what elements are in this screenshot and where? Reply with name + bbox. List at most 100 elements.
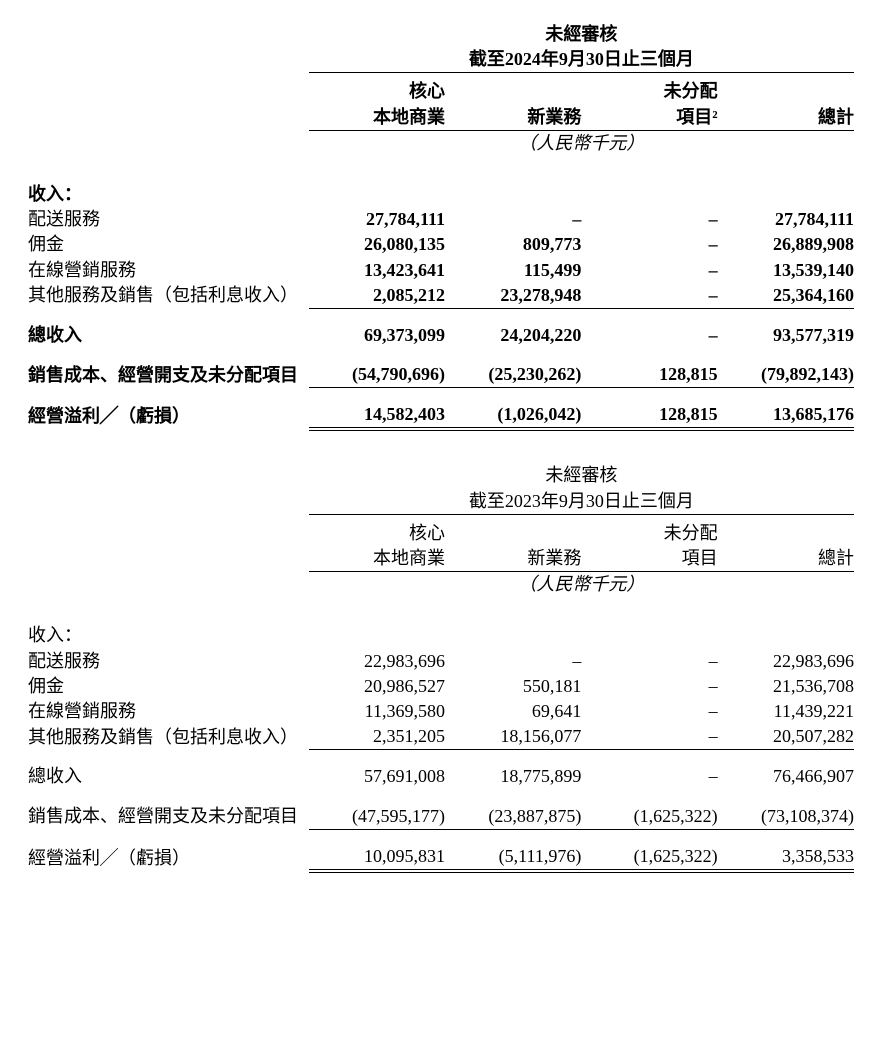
row-label: 在線營銷服務 [28,258,309,283]
cell: 115,499 [445,258,581,283]
cell: 20,986,527 [309,674,445,699]
col-header-core-2: 本地商業 [309,105,445,131]
cell: (5,111,976) [445,844,581,871]
row-label: 佣金 [28,232,309,257]
cell: 2,351,205 [309,724,445,750]
table-row: 收入： [28,182,854,207]
table-row: 在線營銷服務 11,369,580 69,641 – 11,439,221 [28,699,854,724]
cell: 22,983,696 [309,649,445,674]
table-row: 未經審核 [28,463,854,488]
cell: (1,625,322) [581,804,717,830]
cell: 22,983,696 [718,649,854,674]
table-row: 核心 未分配 [28,79,854,104]
table-row: 銷售成本、經營開支及未分配項目 (54,790,696) (25,230,262… [28,362,854,388]
cell: 550,181 [445,674,581,699]
col-header-core-1: 核心 [309,79,445,104]
row-label-cost-exp: 銷售成本、經營開支及未分配項目 [28,362,309,388]
cell: – [581,674,717,699]
col-header-newbiz: 新業務 [445,105,581,131]
col-header-core-2: 本地商業 [309,546,445,572]
cell: 11,369,580 [309,699,445,724]
row-label-op-profit: 經營溢利╱（虧損） [28,844,309,871]
caption-line2: 截至2023年9月30日止三個月 [309,489,854,515]
caption-line1: 未經審核 [309,22,854,47]
cell: – [445,207,581,232]
cell: 20,507,282 [718,724,854,750]
cell: 13,423,641 [309,258,445,283]
cell: 21,536,708 [718,674,854,699]
cell: 14,582,403 [309,402,445,429]
table-row: 核心 未分配 [28,521,854,546]
caption-line2: 截至2024年9月30日止三個月 [309,47,854,73]
cell: – [581,207,717,232]
col-header-total: 總計 [718,105,854,131]
row-label-revenue-section: 收入： [28,623,309,648]
cell: – [581,649,717,674]
table-row: 其他服務及銷售（包括利息收入） 2,351,205 18,156,077 – 2… [28,724,854,750]
row-label-total-revenue: 總收入 [28,323,309,348]
caption-line1: 未經審核 [309,463,854,488]
row-label-op-profit: 經營溢利╱（虧損） [28,402,309,429]
col-header-unalloc-2: 項目² [581,105,717,131]
cell: 26,080,135 [309,232,445,257]
cell: 128,815 [581,362,717,388]
table-row: 總收入 69,373,099 24,204,220 – 93,577,319 [28,323,854,348]
row-label: 佣金 [28,674,309,699]
cell: – [581,283,717,309]
table-row: （人民幣千元） [28,130,854,156]
table-row: 收入： [28,623,854,648]
cell: 809,773 [445,232,581,257]
cell: 11,439,221 [718,699,854,724]
cell: (47,595,177) [309,804,445,830]
col-header-newbiz: 新業務 [445,546,581,572]
cell: – [581,699,717,724]
cell: 27,784,111 [718,207,854,232]
table-row: 銷售成本、經營開支及未分配項目 (47,595,177) (23,887,875… [28,804,854,830]
cell: 69,641 [445,699,581,724]
table-row: 配送服務 22,983,696 – – 22,983,696 [28,649,854,674]
table-row: 在線營銷服務 13,423,641 115,499 – 13,539,140 [28,258,854,283]
table-row: 截至2023年9月30日止三個月 [28,489,854,515]
cell: 13,539,140 [718,258,854,283]
cell: (54,790,696) [309,362,445,388]
cell: (23,887,875) [445,804,581,830]
col-header-core-1: 核心 [309,521,445,546]
row-label: 配送服務 [28,649,309,674]
table-row: （人民幣千元） [28,572,854,598]
cell: (1,625,322) [581,844,717,871]
col-header-total: 總計 [718,546,854,572]
table-row: 配送服務 27,784,111 – – 27,784,111 [28,207,854,232]
row-label-total-revenue: 總收入 [28,764,309,789]
cell: 3,358,533 [718,844,854,871]
row-label-cost-exp: 銷售成本、經營開支及未分配項目 [28,804,309,830]
cell: (1,026,042) [445,402,581,429]
cell: 13,685,176 [718,402,854,429]
cell: (73,108,374) [718,804,854,830]
cell: – [581,258,717,283]
table-row: 佣金 26,080,135 809,773 – 26,889,908 [28,232,854,257]
cell: 2,085,212 [309,283,445,309]
unit-label: （人民幣千元） [309,572,854,598]
row-label: 在線營銷服務 [28,699,309,724]
col-header-unalloc-1: 未分配 [581,79,717,104]
cell: – [581,323,717,348]
cell: 93,577,319 [718,323,854,348]
table-row: 本地商業 新業務 項目² 總計 [28,105,854,131]
cell: 69,373,099 [309,323,445,348]
table-row: 本地商業 新業務 項目 總計 [28,546,854,572]
row-label: 其他服務及銷售（包括利息收入） [28,283,309,309]
financial-tables: 未經審核 截至2024年9月30日止三個月 核心 未分配 本地商業 新業務 項目… [28,22,854,873]
col-header-unalloc-1: 未分配 [581,521,717,546]
cell: 76,466,907 [718,764,854,789]
cell: 18,156,077 [445,724,581,750]
table-row: 佣金 20,986,527 550,181 – 21,536,708 [28,674,854,699]
unit-label: （人民幣千元） [309,130,854,156]
row-label: 其他服務及銷售（包括利息收入） [28,724,309,750]
cell: – [581,764,717,789]
table-row: 未經審核 [28,22,854,47]
table-2024: 未經審核 截至2024年9月30日止三個月 核心 未分配 本地商業 新業務 項目… [28,22,854,431]
cell: 18,775,899 [445,764,581,789]
cell: (25,230,262) [445,362,581,388]
cell: 57,691,008 [309,764,445,789]
col-header-unalloc-2: 項目 [581,546,717,572]
